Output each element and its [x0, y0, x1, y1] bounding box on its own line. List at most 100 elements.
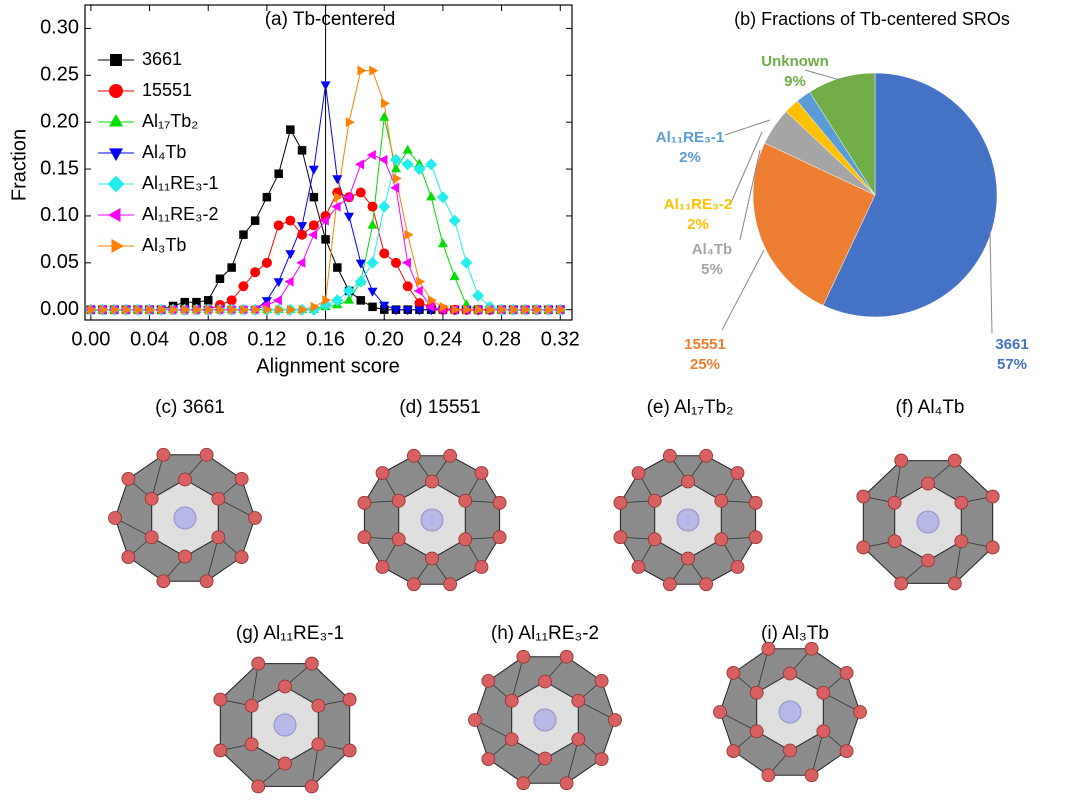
al-atom	[505, 733, 518, 746]
al-atom	[235, 551, 248, 564]
al-atom	[505, 694, 518, 707]
al-atom	[343, 693, 356, 706]
al-atom	[122, 472, 135, 485]
al-atom	[700, 449, 713, 462]
data-point	[426, 191, 436, 200]
data-point	[274, 170, 283, 179]
pie-label: 3661	[995, 336, 1028, 353]
al-atom	[358, 531, 371, 544]
al-atom	[663, 578, 676, 591]
al-atom	[200, 575, 213, 588]
pie-label: 15551	[684, 336, 726, 353]
al-atom	[595, 674, 608, 687]
center-atom	[421, 509, 443, 531]
pie-value-label: 2%	[687, 216, 709, 233]
data-point	[450, 271, 460, 280]
polyhedron	[109, 448, 262, 587]
al-atom	[279, 757, 292, 770]
al-atom	[922, 477, 935, 490]
data-point	[286, 125, 295, 133]
data-point	[263, 193, 272, 202]
al-atom	[475, 466, 488, 479]
al-atom	[632, 561, 645, 574]
polyhedron	[358, 449, 506, 590]
al-atom	[212, 531, 225, 544]
structure-label: (i) Al₃Tb	[761, 623, 829, 644]
al-atom	[279, 680, 292, 693]
data-point	[250, 267, 260, 277]
al-atom	[517, 777, 530, 790]
al-atom	[245, 738, 258, 751]
data-point	[227, 263, 236, 272]
data-point	[378, 201, 390, 213]
al-atom	[252, 657, 265, 670]
data-point	[238, 281, 248, 291]
al-atom	[212, 492, 225, 505]
data-point	[297, 230, 307, 240]
leader-line	[725, 120, 770, 135]
figure: (a) Tb-centered Alignment score Fraction…	[0, 0, 1090, 812]
legend-marker	[109, 148, 123, 161]
data-point	[425, 158, 437, 170]
al-atom	[817, 686, 830, 699]
al-atom	[784, 667, 797, 680]
al-atom	[145, 492, 158, 505]
pie-value-label: 9%	[784, 73, 806, 90]
al-atom	[762, 642, 775, 655]
al-atom	[857, 490, 870, 503]
x-tick-label: 0.20	[365, 328, 404, 350]
al-atom	[750, 686, 763, 699]
leader-line	[990, 232, 992, 333]
al-atom	[444, 578, 457, 591]
leader-line	[722, 250, 764, 330]
al-atom	[459, 533, 472, 546]
x-tick-label: 0.28	[482, 328, 521, 350]
al-atom	[572, 694, 585, 707]
data-point	[381, 98, 390, 108]
data-point	[355, 276, 367, 288]
center-atom	[677, 509, 699, 531]
data-point	[402, 158, 414, 170]
al-atom	[407, 578, 420, 591]
legend-marker	[108, 176, 125, 193]
x-tick-label: 0.12	[247, 328, 286, 350]
al-atom	[482, 753, 495, 766]
al-atom	[805, 642, 818, 655]
data-point	[368, 303, 377, 312]
al-atom	[922, 554, 935, 567]
data-point	[403, 145, 413, 154]
data-point	[332, 175, 342, 184]
al-atom	[539, 675, 552, 688]
x-tick-label: 0.24	[423, 328, 462, 350]
y-tick-label: 0.30	[40, 17, 79, 39]
al-atom	[305, 657, 318, 670]
data-point	[379, 112, 389, 121]
legend-label: 3661	[142, 49, 182, 69]
al-atom	[517, 650, 530, 663]
al-atom	[784, 744, 797, 757]
al-atom	[145, 531, 158, 544]
data-point	[344, 213, 354, 222]
al-atom	[648, 494, 661, 507]
al-atom	[157, 575, 170, 588]
legend-marker	[112, 239, 125, 253]
al-atom	[614, 496, 627, 509]
al-atom	[245, 699, 258, 712]
al-atom	[632, 466, 645, 479]
al-atom	[235, 472, 248, 485]
polyhedron	[214, 657, 356, 793]
al-atom	[482, 674, 495, 687]
data-point	[321, 235, 330, 244]
al-atom	[122, 551, 135, 564]
al-atom	[595, 753, 608, 766]
data-point	[333, 263, 342, 272]
pie-value-label: 2%	[679, 149, 701, 166]
pie-label: Al₁₁RE₃-2	[664, 196, 733, 213]
polyhedron	[857, 454, 999, 590]
center-atom	[534, 709, 556, 731]
y-tick-label: 0.20	[40, 110, 79, 132]
center-atom	[174, 507, 196, 529]
al-atom	[888, 535, 901, 548]
al-atom	[560, 650, 573, 663]
data-point	[285, 277, 294, 287]
